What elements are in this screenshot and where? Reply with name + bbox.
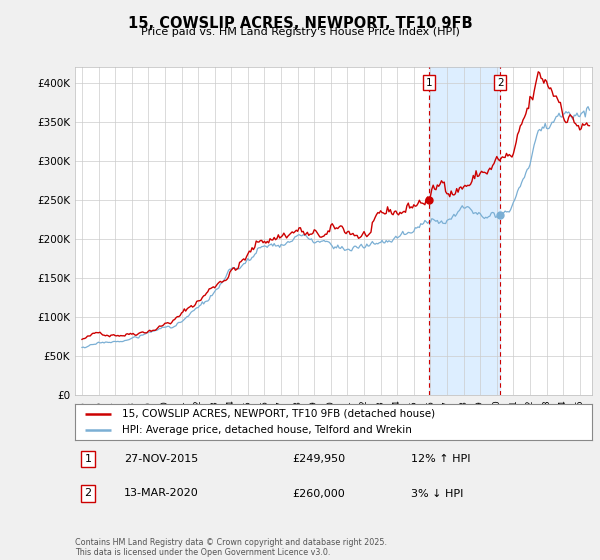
Text: Contains HM Land Registry data © Crown copyright and database right 2025.
This d: Contains HM Land Registry data © Crown c…: [75, 538, 387, 557]
Text: 3% ↓ HPI: 3% ↓ HPI: [411, 488, 464, 498]
Text: 15, COWSLIP ACRES, NEWPORT, TF10 9FB: 15, COWSLIP ACRES, NEWPORT, TF10 9FB: [128, 16, 472, 31]
Text: 2: 2: [497, 78, 503, 88]
Text: 2: 2: [85, 488, 91, 498]
Text: 27-NOV-2015: 27-NOV-2015: [124, 454, 199, 464]
Text: 12% ↑ HPI: 12% ↑ HPI: [411, 454, 470, 464]
Text: £249,950: £249,950: [292, 454, 346, 464]
Text: £260,000: £260,000: [292, 488, 345, 498]
Text: 15, COWSLIP ACRES, NEWPORT, TF10 9FB (detached house): 15, COWSLIP ACRES, NEWPORT, TF10 9FB (de…: [122, 409, 434, 419]
Text: 13-MAR-2020: 13-MAR-2020: [124, 488, 199, 498]
Text: HPI: Average price, detached house, Telford and Wrekin: HPI: Average price, detached house, Telf…: [122, 425, 412, 435]
Text: 1: 1: [426, 78, 433, 88]
Bar: [429, 67, 500, 395]
Text: Price paid vs. HM Land Registry's House Price Index (HPI): Price paid vs. HM Land Registry's House …: [140, 27, 460, 37]
Text: 1: 1: [85, 454, 91, 464]
